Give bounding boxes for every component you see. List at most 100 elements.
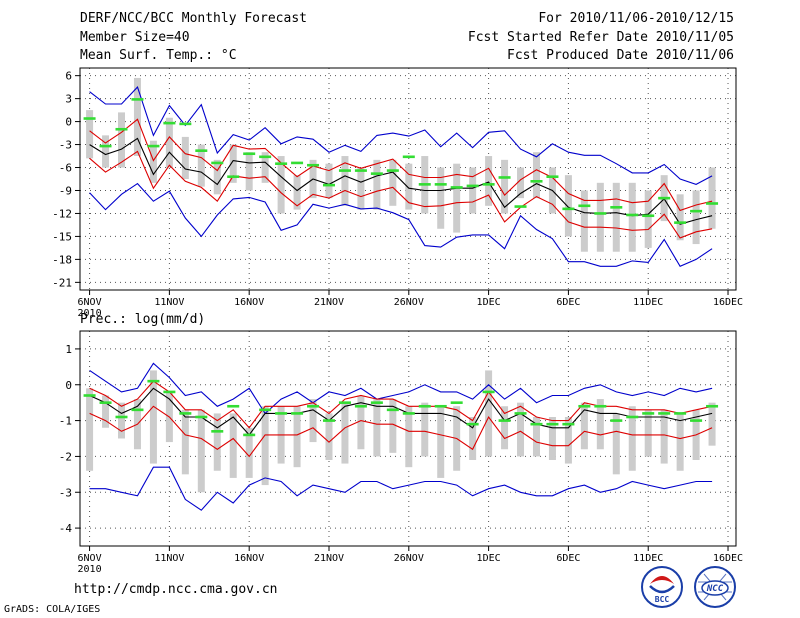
prec-observed-marker (195, 415, 208, 419)
temp-range-bar (213, 159, 221, 195)
temp-range-bar (133, 77, 141, 157)
prec-ytick-label: 0 (65, 379, 72, 392)
temp-range-bar (485, 156, 493, 206)
prec-observed-marker (434, 404, 447, 408)
temp-range-bar (197, 144, 205, 187)
prec-range-bar (261, 406, 269, 486)
temp-observed-marker (131, 98, 144, 101)
temp-observed-marker (434, 183, 447, 186)
temp-observed-marker (243, 152, 256, 156)
prec-xtick-label: 16NOV (234, 553, 264, 564)
temp-xtick-label: 11DEC (633, 297, 663, 308)
prec-range-bar (612, 413, 620, 475)
prec-observed-marker (354, 404, 367, 408)
temp-series-mean (89, 137, 713, 225)
temp-range-bar (165, 117, 173, 168)
temp-observed-marker (83, 117, 96, 120)
temp-observed-marker (514, 205, 527, 208)
temp-observed-marker (546, 175, 559, 179)
temp-series-upper (89, 118, 713, 212)
prec-observed-marker (338, 401, 351, 404)
prec-range-bar (644, 409, 652, 457)
ncc-logo-text: NCC (706, 584, 724, 594)
prec-observed-marker (674, 412, 687, 415)
temp-range-bar (245, 152, 253, 191)
prec-xtick-label: 1DEC (477, 553, 501, 564)
prec-range-bar (325, 413, 333, 460)
prec-observed-marker (307, 404, 320, 408)
temp-observed-marker (466, 184, 479, 188)
prec-observed-marker (259, 408, 272, 412)
temp-range-bar (628, 182, 636, 252)
prec-range-bar (357, 395, 365, 450)
temp-observed-marker (211, 161, 224, 165)
temp-xtick-label: 16DEC (713, 297, 743, 308)
prec-observed-marker (578, 404, 591, 408)
temp-xtick-label: 11NOV (154, 297, 184, 308)
temp-ytick-label: -15 (52, 230, 72, 243)
prec-series-upper (89, 380, 713, 429)
prec-observed-marker (418, 404, 431, 408)
prec-observed-marker (690, 419, 703, 422)
prec-range-bar (293, 406, 301, 468)
prec-series-mean (89, 387, 713, 436)
prec-observed-marker (450, 401, 463, 404)
prec-observed-marker (530, 422, 543, 426)
prec-observed-marker (482, 390, 495, 394)
temp-observed-marker (99, 144, 112, 148)
prec-range-bar (421, 402, 429, 457)
temp-observed-marker (163, 121, 176, 125)
temp-observed-marker (626, 213, 639, 217)
prec-observed-marker (546, 422, 559, 426)
temp-ytick-label: 0 (65, 116, 72, 129)
prec-range-bar (181, 409, 189, 475)
prec-plot-frame (79, 330, 737, 547)
temp-observed-marker (674, 221, 687, 224)
prec-range-bar (437, 406, 445, 478)
prec-range-bar (309, 399, 317, 443)
temp-range-bar (149, 140, 157, 183)
prec-observed-marker (594, 404, 607, 408)
prec-observed-marker (658, 412, 671, 415)
temp-observed-marker (195, 149, 208, 152)
temp-range-bar (580, 190, 588, 252)
prec-range-bar (485, 370, 493, 457)
temp-xtick-label: 6NOV (78, 297, 102, 308)
temp-observed-marker (275, 162, 288, 165)
temp-range-bar (325, 163, 333, 199)
temp-range-bar (564, 175, 572, 237)
prec-observed-marker (115, 415, 128, 419)
prec-observed-marker (163, 390, 176, 394)
fcst-produced-date: Fcst Produced Date 2010/11/06 (507, 48, 734, 63)
temp-observed-marker (594, 212, 607, 215)
temp-ytick-label: 6 (65, 70, 72, 83)
temp-range-bar (708, 167, 716, 229)
prec-range-bar (501, 406, 509, 450)
source-url[interactable]: http://cmdp.ncc.cma.gov.cn (74, 582, 278, 597)
temp-ytick-label: -3 (59, 139, 72, 152)
temp-observed-marker (386, 169, 399, 172)
temp-ytick-label: -9 (59, 184, 72, 197)
temp-range-bar (692, 190, 700, 245)
prec-observed-marker (498, 419, 511, 422)
prec-observed-marker (706, 404, 719, 408)
temp-range-bar (612, 182, 620, 252)
logos: BCC NCC (641, 566, 736, 608)
temp-observed-marker (227, 175, 240, 179)
bcc-logo-text: BCC (655, 595, 670, 604)
temp-observed-marker (418, 183, 431, 186)
prec-range-bar (660, 409, 668, 464)
prec-range-bar (517, 402, 525, 457)
prec-xtick-label: 21NOV (314, 553, 344, 564)
prec-observed-marker (211, 430, 224, 433)
temp-observed-marker (578, 204, 591, 208)
prec-observed-marker (322, 419, 335, 422)
bcc-logo: BCC (641, 566, 683, 608)
temp-range-bar (532, 152, 540, 199)
temp-range-bar (453, 163, 461, 233)
temp-range-bar (389, 159, 397, 206)
prec-range-bar (229, 413, 237, 478)
temp-ytick-label: -18 (52, 253, 72, 266)
